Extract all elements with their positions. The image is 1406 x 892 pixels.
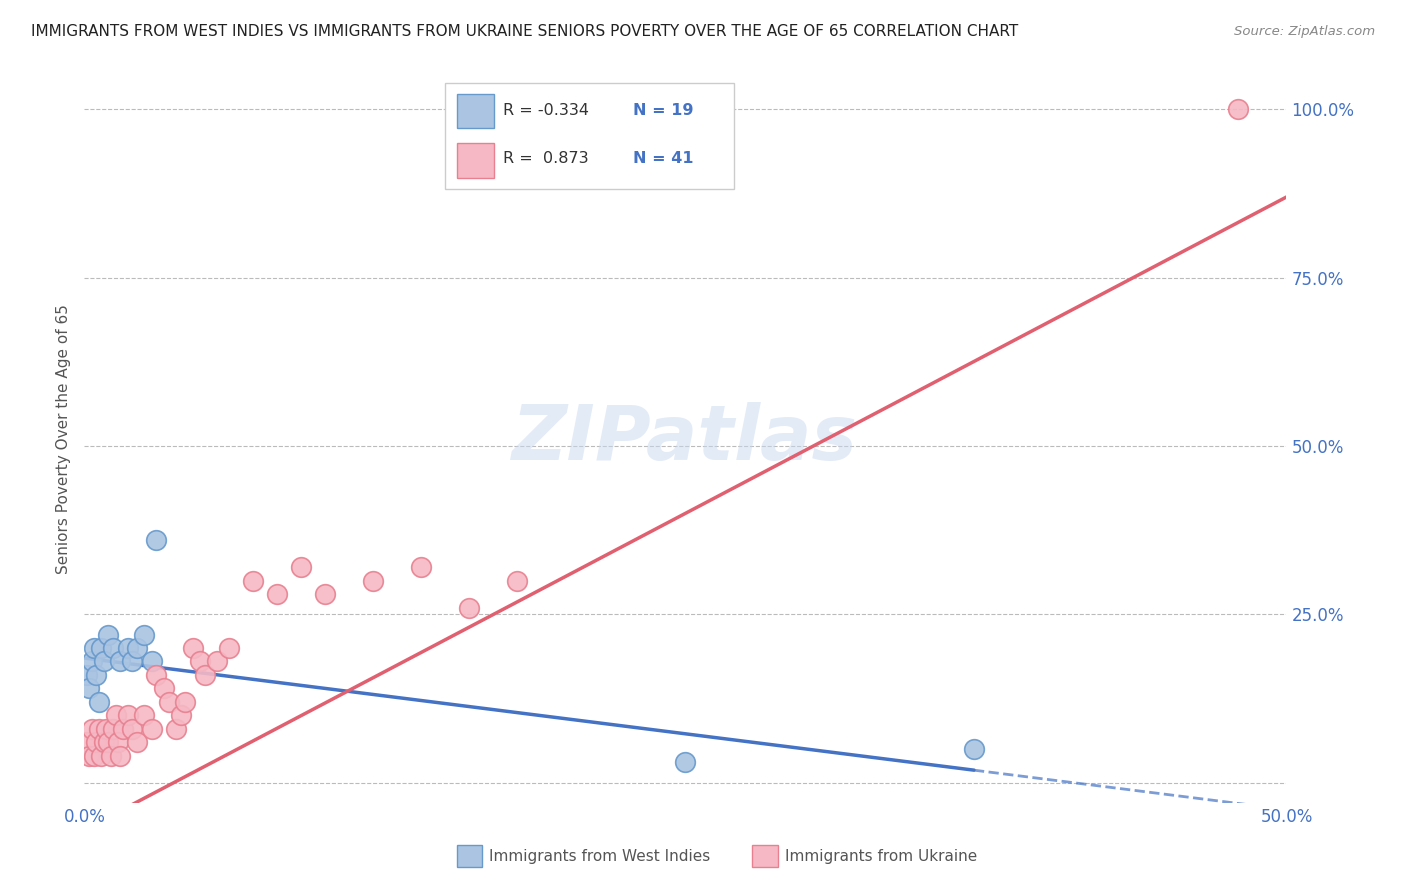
Point [80,655,103,669]
Point [157,695,180,709]
Point [506,574,529,588]
Point [87,722,110,736]
Point [97,735,120,749]
Point [77,681,100,696]
Point [165,722,187,736]
Point [86,668,108,682]
Point [94,722,117,736]
Y-axis label: Seniors Poverty Over the Age of 65: Seniors Poverty Over the Age of 65 [56,304,72,574]
Point [110,748,132,763]
Point [86,735,108,749]
Point [121,655,143,669]
Point [76,735,98,749]
Point [314,587,336,601]
Point [188,655,211,669]
Point [1227,103,1250,117]
Text: IMMIGRANTS FROM WEST INDIES VS IMMIGRANTS FROM UKRAINE SENIORS POVERTY OVER THE : IMMIGRANTS FROM WEST INDIES VS IMMIGRANT… [31,24,1018,38]
Text: Immigrants from Ukraine: Immigrants from Ukraine [785,849,977,863]
Point [76,668,98,682]
Point [90,748,112,763]
Point [117,640,139,655]
Point [675,756,697,770]
Point [409,560,432,574]
Text: Source: ZipAtlas.com: Source: ZipAtlas.com [1234,25,1375,37]
Point [97,627,120,641]
Point [107,735,129,749]
Point [104,708,127,723]
Point [110,655,132,669]
Point [141,655,163,669]
Point [205,655,228,669]
Point [458,600,481,615]
Point [134,627,156,641]
Point [80,722,103,736]
Point [103,640,125,655]
Point [174,695,197,709]
Point [218,640,240,655]
Point [93,735,115,749]
Point [242,574,264,588]
Point [963,742,986,756]
Point [111,722,134,736]
Point [194,668,217,682]
Point [361,574,384,588]
Point [127,640,149,655]
Point [103,722,125,736]
Text: Immigrants from West Indies: Immigrants from West Indies [489,849,710,863]
Point [145,533,167,548]
Point [117,708,139,723]
Point [145,668,167,682]
Point [266,587,288,601]
Point [93,655,115,669]
Point [141,722,163,736]
Point [290,560,312,574]
Point [90,640,112,655]
Point [77,748,100,763]
Point [87,695,110,709]
Point [181,640,204,655]
Point [152,681,174,696]
Point [127,735,149,749]
Text: ZIPatlas: ZIPatlas [512,402,859,476]
Point [134,708,156,723]
Point [83,748,105,763]
Point [83,640,105,655]
Point [121,722,143,736]
Point [169,708,191,723]
Point [100,748,122,763]
